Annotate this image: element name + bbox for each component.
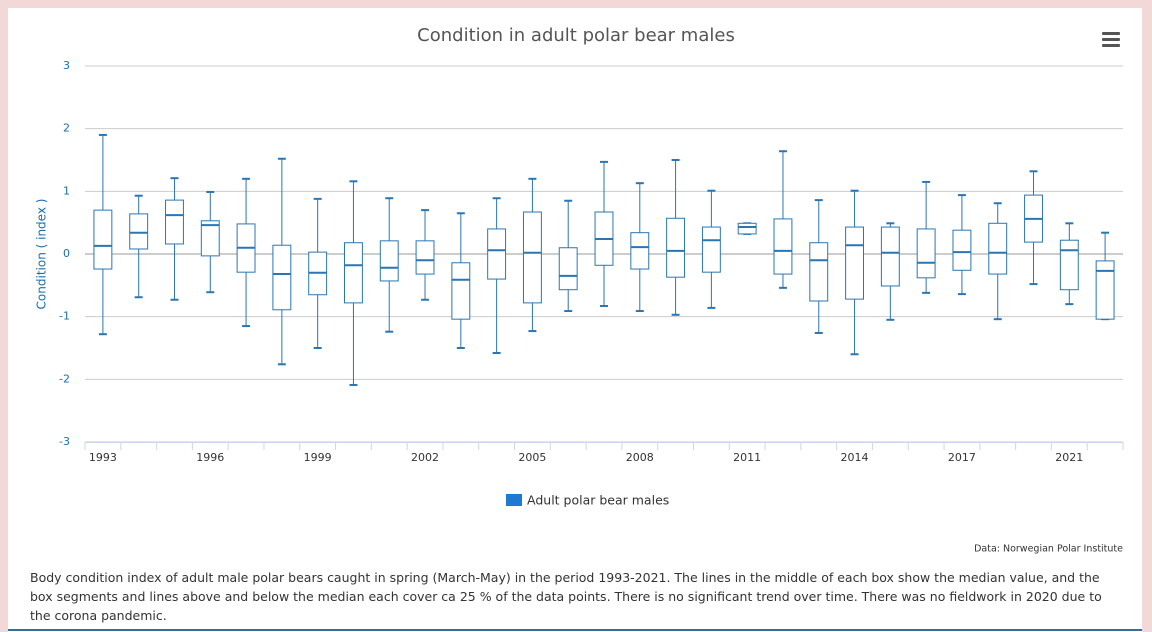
x-tick-label: 2008 <box>626 451 654 464</box>
box <box>200 220 220 257</box>
box <box>737 222 757 235</box>
legend-swatch[interactable] <box>506 494 522 506</box>
x-tick-label: 2002 <box>411 451 439 464</box>
y-axis-label: Condition ( index ) <box>35 199 49 310</box>
legend-label[interactable]: Adult polar bear males <box>527 493 669 508</box>
box <box>522 211 542 304</box>
box <box>809 242 829 302</box>
box <box>630 232 650 270</box>
y-tick-label: -1 <box>59 310 70 323</box>
box <box>415 240 435 275</box>
box <box>701 226 721 273</box>
box <box>558 247 578 291</box>
box <box>272 244 292 311</box>
box <box>129 213 149 250</box>
x-tick-label: 2014 <box>841 451 869 464</box>
box <box>451 262 471 320</box>
y-tick-label: 1 <box>63 184 70 197</box>
box <box>379 240 399 282</box>
x-tick-label: 1996 <box>196 451 224 464</box>
box <box>165 199 184 245</box>
x-tick-label: 2005 <box>518 451 546 464</box>
box <box>1059 239 1079 291</box>
x-tick-label: 1993 <box>89 451 117 464</box>
y-tick-label: 2 <box>63 122 70 135</box>
x-tick-label: 2011 <box>733 451 761 464</box>
y-tick-label: -2 <box>59 372 70 385</box>
box <box>773 218 793 275</box>
y-tick-label: 3 <box>63 59 70 72</box>
box <box>952 229 972 271</box>
chart-title: Condition in adult polar bear males <box>417 25 735 46</box>
box <box>988 222 1008 275</box>
box <box>93 209 113 270</box>
y-tick-label: 0 <box>63 247 70 260</box>
x-tick-label: 2017 <box>948 451 976 464</box>
menu-button[interactable] <box>1102 32 1120 47</box>
box <box>845 226 865 300</box>
panel <box>8 8 1142 632</box>
box <box>880 226 900 287</box>
x-tick-label: 1999 <box>304 451 332 464</box>
box <box>666 217 686 278</box>
caption: Body condition index of adult male polar… <box>30 570 1102 623</box>
box <box>1095 260 1115 320</box>
x-tick-label: 2021 <box>1055 451 1083 464</box>
box <box>344 242 363 304</box>
box <box>916 228 936 279</box>
y-tick-label: -3 <box>59 435 70 448</box>
credits: Data: Norwegian Polar Institute <box>974 544 1123 555</box>
box <box>487 228 507 280</box>
